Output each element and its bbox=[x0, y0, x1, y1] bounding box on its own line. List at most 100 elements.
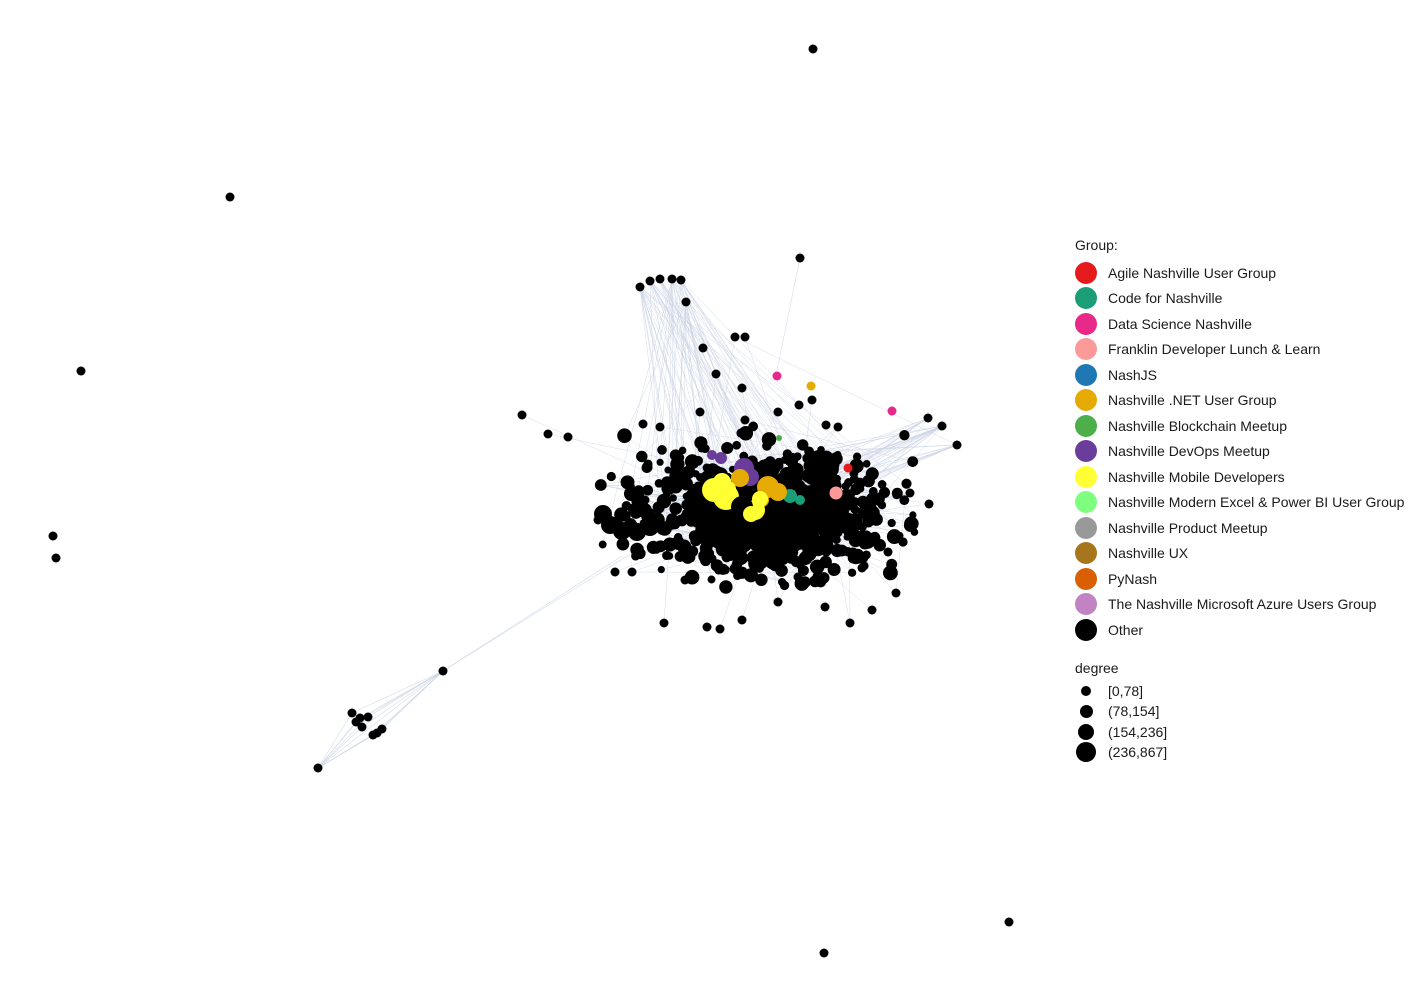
node bbox=[852, 452, 862, 461]
group-legend-item: Nashville Modern Excel & Power BI User G… bbox=[1075, 490, 1404, 516]
group-label: Nashville UX bbox=[1108, 545, 1189, 562]
group-label: Nashville Modern Excel & Power BI User G… bbox=[1108, 494, 1405, 511]
edge bbox=[639, 286, 838, 455]
group-legend-item: Other bbox=[1075, 617, 1404, 643]
node bbox=[832, 535, 841, 545]
node bbox=[700, 444, 710, 454]
group-swatch bbox=[1075, 261, 1097, 284]
node bbox=[313, 763, 323, 773]
group-label: Nashville DevOps Meetup bbox=[1108, 443, 1270, 460]
degree-size-dot bbox=[1076, 742, 1096, 763]
node bbox=[779, 519, 789, 529]
group-swatch bbox=[1075, 542, 1097, 565]
node bbox=[808, 44, 818, 54]
group-legend-item: Nashville Blockchain Meetup bbox=[1075, 413, 1404, 439]
group-swatch bbox=[1075, 618, 1097, 641]
edge bbox=[649, 280, 753, 486]
edge bbox=[864, 558, 897, 594]
degree-legend-title: degree bbox=[1075, 659, 1119, 676]
node bbox=[669, 502, 682, 515]
node bbox=[773, 597, 783, 607]
node bbox=[828, 453, 836, 461]
node bbox=[774, 461, 784, 470]
node bbox=[225, 192, 235, 202]
group-legend-item: Agile Nashville User Group bbox=[1075, 260, 1404, 286]
node bbox=[669, 449, 682, 462]
edge bbox=[600, 425, 943, 486]
group-swatch bbox=[1075, 465, 1097, 488]
group-label: Agile Nashville User Group bbox=[1108, 264, 1277, 281]
node bbox=[795, 253, 805, 263]
node bbox=[843, 495, 851, 503]
node bbox=[717, 563, 729, 575]
group-label: NashJS bbox=[1108, 366, 1158, 383]
edge bbox=[639, 286, 681, 458]
node bbox=[669, 518, 681, 530]
group-swatch bbox=[1075, 593, 1097, 616]
node bbox=[896, 531, 904, 540]
degree-label: (154,236] bbox=[1108, 723, 1168, 740]
node bbox=[748, 421, 759, 432]
node bbox=[563, 432, 573, 442]
node bbox=[826, 472, 839, 484]
node bbox=[517, 410, 527, 420]
node bbox=[645, 276, 655, 286]
node bbox=[862, 474, 875, 488]
node bbox=[681, 499, 693, 511]
node bbox=[620, 511, 631, 521]
group-swatch bbox=[1075, 338, 1097, 361]
edge bbox=[719, 538, 753, 630]
group-label: Nashville Product Meetup bbox=[1108, 519, 1268, 536]
node bbox=[662, 550, 672, 561]
node bbox=[793, 572, 803, 582]
group-legend-title: Group: bbox=[1075, 237, 1118, 253]
node bbox=[867, 605, 877, 615]
node bbox=[769, 483, 787, 501]
group-label: PyNash bbox=[1108, 570, 1158, 587]
node bbox=[743, 568, 758, 583]
node bbox=[829, 486, 843, 500]
node bbox=[680, 575, 690, 585]
degree-size-dot bbox=[1078, 723, 1094, 740]
node bbox=[779, 580, 790, 591]
node bbox=[76, 366, 86, 376]
node bbox=[640, 495, 650, 505]
edge bbox=[639, 286, 710, 490]
node bbox=[641, 518, 659, 536]
node bbox=[841, 514, 849, 522]
node bbox=[663, 540, 671, 549]
group-swatch bbox=[1075, 491, 1097, 514]
group-legend-item: Data Science Nashville bbox=[1075, 311, 1404, 337]
node bbox=[862, 459, 871, 468]
node bbox=[749, 538, 762, 552]
node bbox=[637, 502, 652, 518]
node bbox=[796, 562, 804, 570]
degree-label: (78,154] bbox=[1108, 703, 1160, 720]
node bbox=[843, 463, 853, 473]
node bbox=[671, 536, 685, 550]
node bbox=[899, 430, 910, 441]
node bbox=[707, 554, 717, 563]
node bbox=[657, 445, 667, 455]
node bbox=[808, 456, 824, 472]
node bbox=[620, 475, 635, 490]
node bbox=[347, 708, 357, 718]
group-legend-item: The Nashville Microsoft Azure Users Grou… bbox=[1075, 592, 1404, 618]
edge bbox=[442, 547, 641, 672]
node bbox=[656, 458, 664, 466]
edge bbox=[649, 280, 659, 508]
network-graph bbox=[48, 44, 1014, 958]
node bbox=[702, 622, 712, 632]
node bbox=[680, 511, 690, 521]
node-layer bbox=[48, 44, 1014, 958]
node bbox=[617, 428, 632, 443]
group-label: Nashville .NET User Group bbox=[1108, 392, 1277, 409]
node bbox=[764, 545, 777, 558]
node bbox=[772, 528, 787, 542]
node bbox=[643, 459, 653, 469]
node bbox=[850, 497, 860, 507]
group-label: Data Science Nashville bbox=[1108, 315, 1252, 332]
node bbox=[693, 531, 707, 544]
node bbox=[654, 478, 664, 488]
edge bbox=[602, 278, 673, 545]
